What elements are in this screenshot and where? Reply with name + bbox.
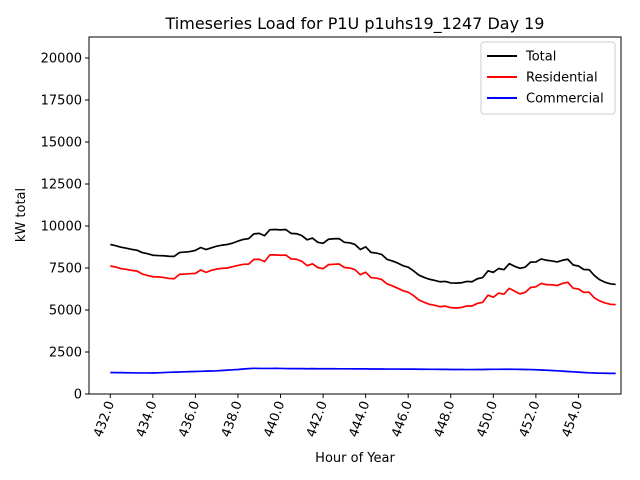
y-tick-label: 17500 [41, 94, 82, 109]
y-tick-label: 7500 [49, 262, 82, 277]
y-axis: 0 2500 5000 7500 10000 12500 15000 17500 20000 [41, 52, 89, 403]
y-tick-label: 12500 [41, 178, 82, 193]
x-tick-label: 440.0 [261, 399, 288, 439]
y-tick-label: 20000 [41, 52, 82, 67]
y-tick-label: 5000 [49, 304, 82, 319]
legend-label-commercial: Commercial [526, 92, 604, 107]
x-tick-label: 442.0 [304, 399, 331, 439]
x-tick-label: 434.0 [134, 399, 161, 439]
legend: Total Residential Commercial [480, 41, 616, 115]
x-axis: 432.0 434.0 436.0 438.0 440.0 442.0 444.0 446.0… [91, 394, 586, 439]
series-line-residential [110, 254, 616, 309]
plot-area-frame [88, 36, 622, 395]
y-tick-label: 0 [74, 388, 82, 403]
x-tick-label: 448.0 [432, 399, 459, 439]
y-axis-label: kW total [14, 188, 29, 242]
series-lines [110, 228, 616, 375]
x-tick-label: 444.0 [347, 399, 374, 439]
x-axis-label: Hour of Year [315, 451, 395, 466]
legend-label-total: Total [525, 50, 556, 65]
x-tick-label: 450.0 [474, 399, 501, 439]
series-line-total [110, 228, 616, 286]
y-tick-label: 15000 [41, 136, 82, 151]
x-tick-label: 436.0 [176, 399, 203, 439]
x-tick-label: 454.0 [559, 399, 586, 439]
x-tick-label: 432.0 [91, 399, 118, 439]
series-line-commercial [110, 367, 616, 375]
x-tick-label: 438.0 [219, 399, 246, 439]
chart-title: Timeseries Load for P1U p1uhs19_1247 Day… [165, 14, 545, 34]
x-tick-label: 446.0 [389, 399, 416, 439]
legend-box [480, 41, 616, 115]
legend-label-residential: Residential [526, 71, 598, 86]
x-tick-label: 452.0 [517, 399, 544, 439]
y-tick-label: 10000 [41, 220, 82, 235]
y-tick-label: 2500 [49, 346, 82, 361]
